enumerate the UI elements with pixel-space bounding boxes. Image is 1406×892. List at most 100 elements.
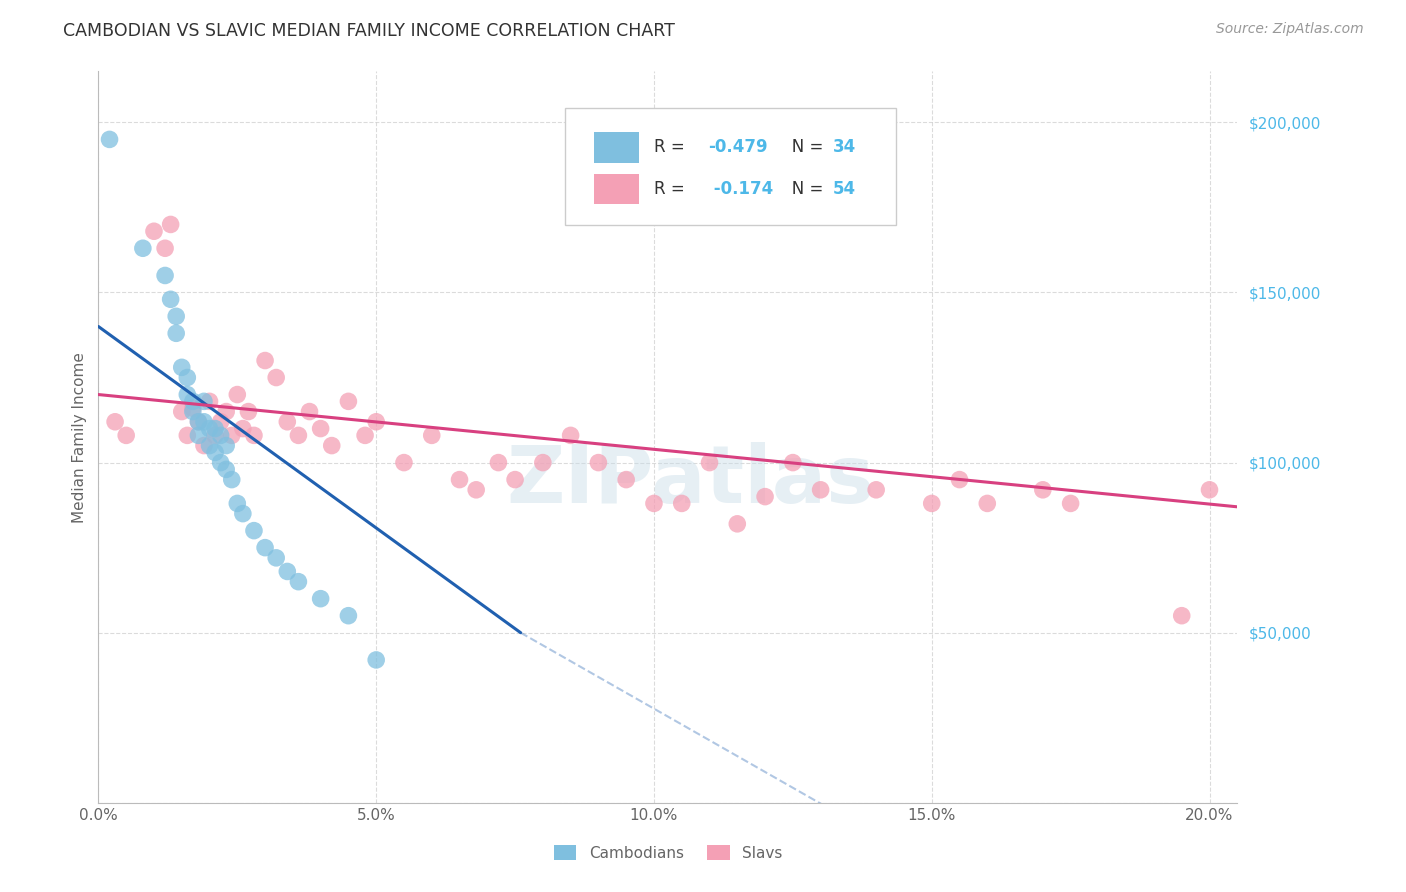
- Point: [725, 516, 748, 531]
- Point: [170, 360, 193, 375]
- Y-axis label: Median Family Income: Median Family Income: [72, 351, 87, 523]
- Point: [243, 524, 266, 538]
- Point: [215, 404, 238, 418]
- Point: [865, 483, 887, 497]
- Point: [181, 394, 204, 409]
- Text: ZIPatlas: ZIPatlas: [506, 442, 875, 520]
- Point: [366, 653, 388, 667]
- Point: [754, 490, 776, 504]
- Text: 34: 34: [832, 138, 856, 156]
- Point: [782, 456, 804, 470]
- Point: [232, 507, 254, 521]
- Point: [193, 439, 215, 453]
- Text: -0.174: -0.174: [707, 180, 773, 198]
- Point: [420, 428, 443, 442]
- Text: R =: R =: [654, 138, 690, 156]
- Point: [204, 445, 226, 459]
- Point: [254, 541, 277, 555]
- Point: [264, 550, 287, 565]
- Point: [392, 456, 415, 470]
- Point: [221, 428, 243, 442]
- Point: [187, 415, 209, 429]
- Point: [1170, 608, 1192, 623]
- Point: [366, 415, 388, 429]
- Point: [193, 415, 215, 429]
- Point: [276, 565, 298, 579]
- Text: R =: R =: [654, 180, 690, 198]
- Point: [531, 456, 554, 470]
- Point: [264, 370, 287, 384]
- Point: [671, 496, 693, 510]
- Point: [921, 496, 943, 510]
- Point: [449, 473, 471, 487]
- Point: [204, 428, 226, 442]
- Legend: Cambodians, Slavs: Cambodians, Slavs: [546, 837, 790, 868]
- Point: [198, 421, 221, 435]
- Point: [104, 415, 127, 429]
- FancyBboxPatch shape: [565, 108, 896, 225]
- Point: [699, 456, 721, 470]
- Point: [176, 428, 198, 442]
- Point: [1059, 496, 1081, 510]
- Point: [153, 268, 176, 283]
- Point: [181, 401, 204, 416]
- Point: [226, 496, 249, 510]
- Point: [614, 473, 637, 487]
- Point: [198, 394, 221, 409]
- Point: [221, 473, 243, 487]
- Text: -0.479: -0.479: [707, 138, 768, 156]
- Point: [287, 574, 309, 589]
- Bar: [593, 174, 640, 204]
- Point: [193, 394, 215, 409]
- Point: [976, 496, 998, 510]
- Bar: [593, 132, 640, 163]
- Point: [465, 483, 488, 497]
- Point: [321, 439, 343, 453]
- Point: [215, 462, 238, 476]
- Point: [276, 415, 298, 429]
- Point: [170, 404, 193, 418]
- Point: [1032, 483, 1054, 497]
- Point: [159, 218, 181, 232]
- Point: [309, 421, 332, 435]
- Point: [243, 428, 266, 442]
- Text: N =: N =: [776, 138, 828, 156]
- Point: [176, 370, 198, 384]
- Point: [810, 483, 832, 497]
- Point: [232, 421, 254, 435]
- Point: [132, 241, 155, 255]
- Point: [159, 293, 181, 307]
- Point: [98, 132, 121, 146]
- Point: [209, 456, 232, 470]
- Point: [560, 428, 582, 442]
- Point: [215, 439, 238, 453]
- Point: [354, 428, 377, 442]
- Point: [226, 387, 249, 401]
- Point: [337, 394, 360, 409]
- Text: N =: N =: [776, 180, 828, 198]
- Text: Source: ZipAtlas.com: Source: ZipAtlas.com: [1216, 22, 1364, 37]
- Point: [298, 404, 321, 418]
- Text: 54: 54: [832, 180, 856, 198]
- Text: CAMBODIAN VS SLAVIC MEDIAN FAMILY INCOME CORRELATION CHART: CAMBODIAN VS SLAVIC MEDIAN FAMILY INCOME…: [63, 22, 675, 40]
- Point: [204, 421, 226, 435]
- Point: [187, 415, 209, 429]
- Point: [115, 428, 138, 442]
- Point: [209, 415, 232, 429]
- Point: [643, 496, 665, 510]
- Point: [309, 591, 332, 606]
- Point: [287, 428, 309, 442]
- Point: [165, 310, 187, 324]
- Point: [238, 404, 260, 418]
- Point: [176, 387, 198, 401]
- Point: [181, 404, 204, 418]
- Point: [948, 473, 970, 487]
- Point: [209, 428, 232, 442]
- Point: [503, 473, 526, 487]
- Point: [165, 326, 187, 341]
- Point: [1198, 483, 1220, 497]
- Point: [337, 608, 360, 623]
- Point: [486, 456, 509, 470]
- Point: [254, 353, 277, 368]
- Point: [588, 456, 610, 470]
